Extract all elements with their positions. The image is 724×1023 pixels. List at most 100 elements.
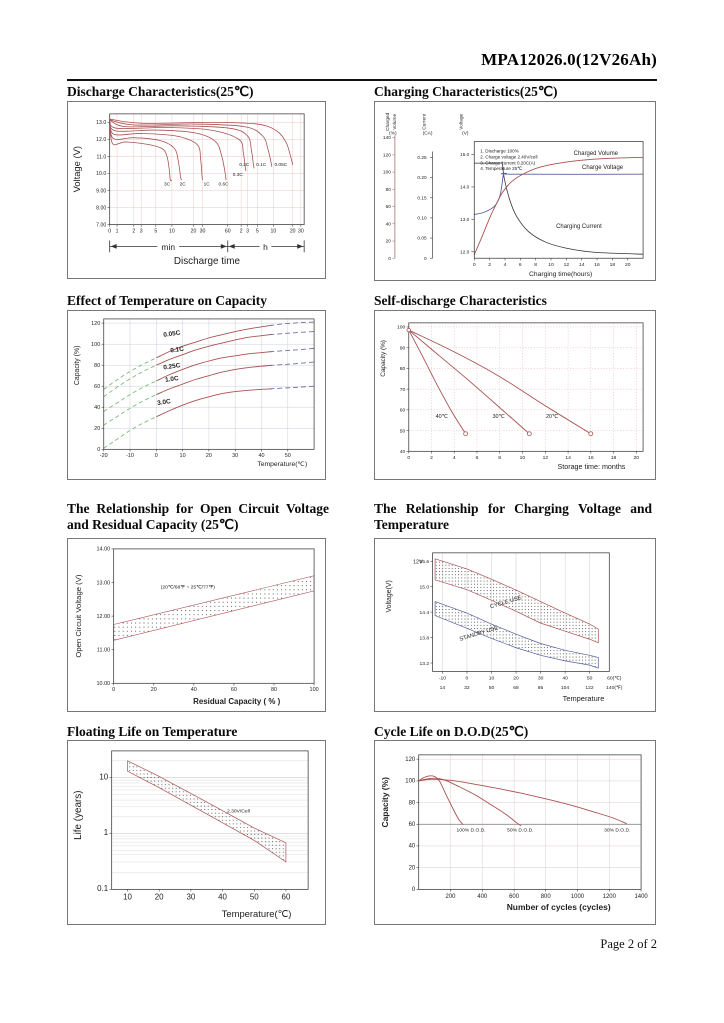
svg-text:14.4: 14.4 <box>419 610 429 616</box>
svg-text:Discharge time: Discharge time <box>174 256 241 267</box>
ocv-chart-box: 0 20 40 60 80 100 14.00 13.00 12.00 11.00 10.00 (20… <box>67 538 326 712</box>
svg-text:11.0: 11.0 <box>97 154 107 160</box>
svg-text:0.1: 0.1 <box>97 884 109 893</box>
svg-text:30: 30 <box>538 675 544 681</box>
svg-text:40: 40 <box>94 405 100 411</box>
svg-text:2: 2 <box>430 455 433 461</box>
svg-text:(20℃/68℉ ~ 25℃/77℉): (20℃/68℉ ~ 25℃/77℉) <box>161 585 216 591</box>
svg-text:140: 140 <box>383 135 391 141</box>
svg-text:Charging Current: Charging Current <box>556 224 602 230</box>
svg-text:60: 60 <box>225 229 231 235</box>
svg-text:Voltage(V): Voltage(V) <box>386 580 393 612</box>
svg-text:16: 16 <box>588 455 594 461</box>
svg-text:(%): (%) <box>389 131 397 137</box>
svg-text:12.00: 12.00 <box>97 614 111 620</box>
section-title-charging: Charging Characteristics(25℃) <box>374 84 558 99</box>
svg-text:50: 50 <box>285 453 291 459</box>
svg-text:3: 3 <box>140 229 143 235</box>
svg-text:30: 30 <box>298 229 304 235</box>
svg-text:10: 10 <box>271 229 277 235</box>
svg-text:-10: -10 <box>126 453 134 459</box>
svg-text:20: 20 <box>191 229 197 235</box>
svg-text:90: 90 <box>400 346 406 352</box>
floating-life-chart-box: 10 20 30 40 50 60 10 1 0.1 2.30V/Cell Life (years)… <box>67 740 326 925</box>
svg-text:10: 10 <box>180 453 186 459</box>
svg-text:60(℃): 60(℃) <box>607 675 622 681</box>
svg-text:2: 2 <box>240 229 243 235</box>
svg-text:Capacity (%): Capacity (%) <box>380 340 387 377</box>
charge-voltage-temp-chart-box: -10 0 10 20 30 40 50 60(℃) 15.6 15.0 14.4 13.8 13.2 C… <box>374 538 656 712</box>
section-title-floating-life: Floating Life on Temperature <box>67 724 238 739</box>
svg-text:68: 68 <box>513 685 519 691</box>
svg-text:104: 104 <box>561 685 570 691</box>
svg-text:Storage time: months: Storage time: months <box>558 463 626 471</box>
svg-text:120: 120 <box>405 757 416 763</box>
svg-text:0.3C: 0.3C <box>233 172 244 178</box>
svg-text:1400: 1400 <box>634 894 648 900</box>
svg-text:20: 20 <box>151 687 157 693</box>
svg-text:0: 0 <box>412 887 416 893</box>
svg-text:60: 60 <box>231 687 237 693</box>
svg-text:30℃: 30℃ <box>493 414 505 420</box>
discharge-characteristics-chart: 0 1 2 3 5 10 20 30 60 2 3 5 10 20 3013.012.011.010.09.… <box>71 113 305 267</box>
svg-text:60: 60 <box>409 822 416 828</box>
svg-text:30: 30 <box>186 892 195 901</box>
svg-text:14: 14 <box>565 455 571 461</box>
svg-text:(CA): (CA) <box>423 131 433 137</box>
svg-text:30: 30 <box>232 453 238 459</box>
svg-text:32: 32 <box>464 685 470 691</box>
svg-text:2. Charge voltage 2.40V/cell: 2. Charge voltage 2.40V/cell <box>480 154 537 159</box>
svg-text:122: 122 <box>585 685 594 691</box>
svg-text:20: 20 <box>634 455 640 461</box>
svg-text:10: 10 <box>489 675 495 681</box>
svg-text:40℃: 40℃ <box>436 414 448 420</box>
svg-text:100: 100 <box>405 779 416 785</box>
header-rule <box>67 79 657 81</box>
svg-text:Temperature: Temperature <box>563 694 605 703</box>
section-title-self-discharge: Self-discharge Characteristics <box>374 293 547 308</box>
svg-text:Number of cycles (cycles): Number of cycles (cycles) <box>507 902 611 912</box>
model-number: MPA12026.0(12V26Ah) <box>481 50 657 69</box>
svg-text:600: 600 <box>509 894 520 900</box>
svg-text:5: 5 <box>154 229 157 235</box>
svg-text:10: 10 <box>99 772 108 781</box>
svg-text:0.05C: 0.05C <box>274 162 287 168</box>
svg-text:0.05C: 0.05C <box>163 330 181 339</box>
svg-text:1: 1 <box>116 229 119 235</box>
svg-text:0: 0 <box>108 229 111 235</box>
svg-text:18: 18 <box>611 455 617 461</box>
svg-text:50: 50 <box>489 685 495 691</box>
svg-text:13.2: 13.2 <box>419 661 429 667</box>
cycle-life-chart-box: 200 400 600 800 1000 1200 1400 0 20 40 60 80 100 120 1… <box>374 740 656 925</box>
section-title-discharge: Discharge Characteristics(25℃) <box>67 84 254 99</box>
svg-text:8: 8 <box>498 455 501 461</box>
section-title-temp-capacity: Effect of Temperature on Capacity <box>67 293 267 308</box>
svg-text:0: 0 <box>407 455 410 461</box>
temp-capacity-chart-box: -20 -10 0 10 20 30 40 50 0 20 40 60 80 100 120 0.05C 0.1… <box>67 310 326 480</box>
svg-text:1200: 1200 <box>603 894 617 900</box>
svg-text:100% D.O.D.: 100% D.O.D. <box>457 827 486 833</box>
svg-text:14.0: 14.0 <box>460 185 470 191</box>
svg-text:120: 120 <box>91 321 100 327</box>
svg-text:20: 20 <box>625 262 631 268</box>
svg-text:13.0: 13.0 <box>96 120 106 126</box>
svg-text:-10: -10 <box>439 675 446 681</box>
svg-text:Charged Volume: Charged Volume <box>574 151 619 157</box>
open-circuit-voltage-chart: 0 20 40 60 80 100 14.00 13.00 12.00 11.00 10.00 (20… <box>74 547 319 706</box>
self-discharge-chart: 0 2 4 6 8 10 12 14 16 18 20 40 50 60 70 80 90 100 40℃ 30℃ 20… <box>380 322 644 471</box>
svg-text:12: 12 <box>543 455 549 461</box>
svg-text:0.25: 0.25 <box>417 155 427 161</box>
section-title-ocv: The Relationship for Open Circuit Voltag… <box>67 501 329 533</box>
svg-text:13.8: 13.8 <box>419 635 429 641</box>
svg-text:1000: 1000 <box>571 894 585 900</box>
section-title-cycle-life: Cycle Life on D.O.D(25℃) <box>374 724 529 739</box>
svg-text:14.00: 14.00 <box>97 547 111 553</box>
svg-text:80: 80 <box>400 366 406 372</box>
svg-text:Temperature(℃): Temperature(℃) <box>257 461 307 468</box>
svg-text:2: 2 <box>488 262 491 268</box>
svg-text:3: 3 <box>246 229 249 235</box>
svg-text:4: 4 <box>504 262 507 268</box>
svg-text:9.00: 9.00 <box>96 188 106 194</box>
svg-text:13.00: 13.00 <box>97 580 111 586</box>
